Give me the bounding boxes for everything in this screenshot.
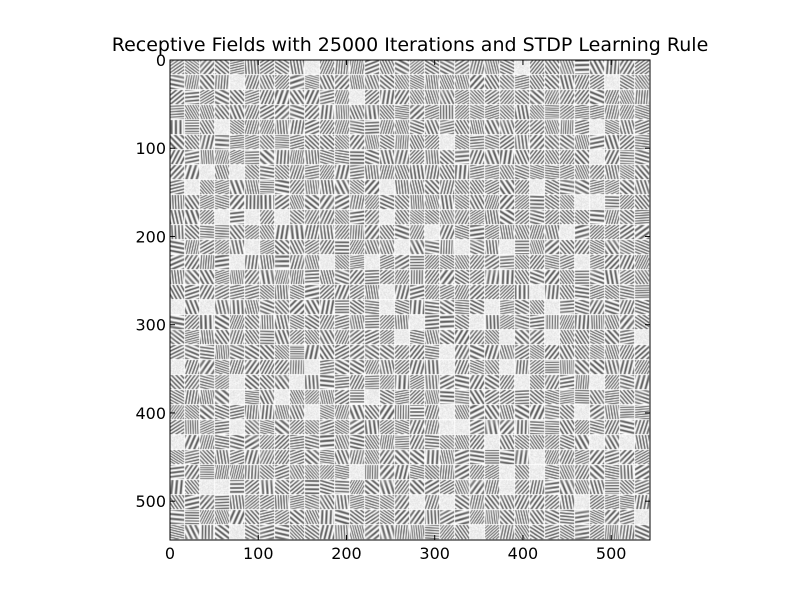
x-tick-label: 0 <box>165 544 175 563</box>
x-tick-label: 200 <box>331 544 362 563</box>
axis-ticks: 0 100 200 300 400 500 0 100 200 300 400 500 <box>135 51 650 563</box>
receptive-field-mosaic <box>170 60 650 540</box>
y-tick-label: 100 <box>135 139 166 158</box>
x-tick-label: 400 <box>508 544 539 563</box>
y-tick-label: 200 <box>135 227 166 246</box>
x-tick-label: 100 <box>243 544 274 563</box>
axes-frame <box>169 59 651 541</box>
y-tick-label: 400 <box>135 404 166 423</box>
y-tick-label: 0 <box>156 51 166 70</box>
x-tick-label: 500 <box>596 544 627 563</box>
chart-title: Receptive Fields with 25000 Iterations a… <box>111 34 709 56</box>
y-tick-label: 300 <box>135 316 166 335</box>
y-tick-label: 500 <box>135 492 166 511</box>
x-tick-label: 300 <box>419 544 450 563</box>
heatmap-image <box>170 60 650 540</box>
